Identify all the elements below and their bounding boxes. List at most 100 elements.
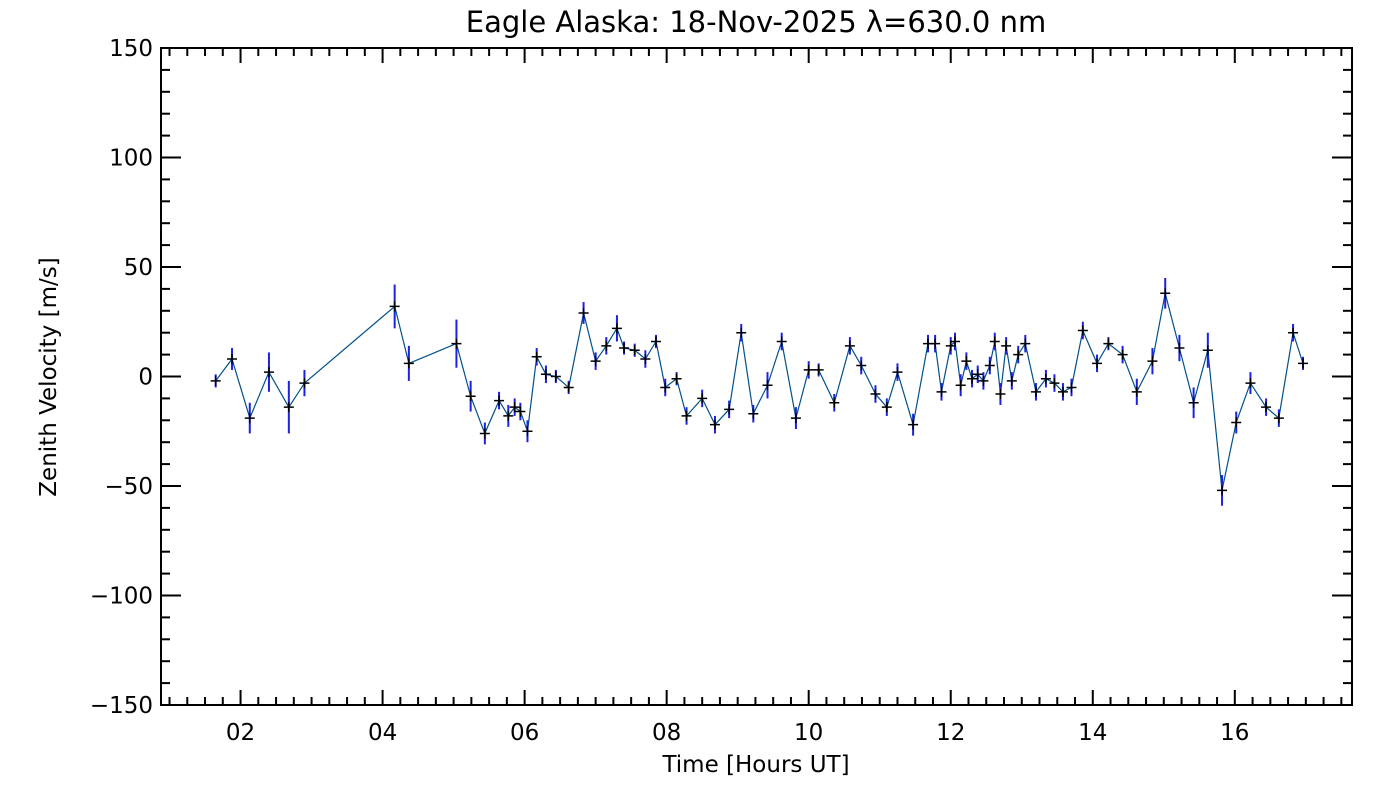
data-point bbox=[590, 356, 601, 367]
data-point bbox=[829, 397, 840, 408]
data-point bbox=[601, 340, 612, 351]
data-point bbox=[479, 428, 490, 439]
data-point bbox=[1057, 386, 1068, 397]
data-point bbox=[494, 395, 505, 406]
x-tick-label: 10 bbox=[794, 720, 823, 746]
data-point bbox=[1231, 417, 1242, 428]
data-point bbox=[503, 410, 514, 421]
data-point bbox=[522, 426, 533, 437]
data-point bbox=[515, 406, 526, 417]
data-point bbox=[978, 375, 989, 386]
data-point bbox=[1147, 356, 1158, 367]
data-point bbox=[210, 375, 221, 386]
y-tick-label: −100 bbox=[90, 584, 153, 610]
data-point bbox=[1020, 338, 1031, 349]
data-point bbox=[1077, 325, 1088, 336]
data-point bbox=[1217, 485, 1228, 496]
data-point bbox=[776, 336, 787, 347]
data-point bbox=[1030, 386, 1041, 397]
data-point bbox=[844, 340, 855, 351]
data-point bbox=[244, 413, 255, 424]
data-point bbox=[299, 378, 310, 389]
data-point bbox=[451, 338, 462, 349]
data-point bbox=[1092, 358, 1103, 369]
y-tick-label: 150 bbox=[109, 36, 153, 62]
data-point bbox=[611, 323, 622, 334]
data-point bbox=[697, 393, 708, 404]
data-point bbox=[724, 404, 735, 415]
data-point bbox=[936, 386, 947, 397]
data-point bbox=[1117, 349, 1128, 360]
data-point bbox=[1013, 349, 1024, 360]
data-point bbox=[995, 389, 1006, 400]
y-tick-label: 50 bbox=[124, 255, 153, 281]
data-point bbox=[640, 353, 651, 364]
data-point bbox=[403, 358, 414, 369]
data-point bbox=[660, 382, 671, 393]
x-tick-label: 02 bbox=[226, 720, 255, 746]
data-point bbox=[681, 410, 692, 421]
data-point bbox=[465, 391, 476, 402]
data-point bbox=[531, 351, 542, 362]
data-point bbox=[856, 360, 867, 371]
data-point bbox=[651, 336, 662, 347]
data-point bbox=[1202, 345, 1213, 356]
data-point bbox=[945, 340, 956, 351]
data-point bbox=[1245, 378, 1256, 389]
data-point bbox=[1273, 413, 1284, 424]
data-point bbox=[930, 338, 941, 349]
data-point bbox=[892, 367, 903, 378]
y-tick-label: −50 bbox=[104, 474, 153, 500]
plot-area: 02 04 06 08 10 12 14 16 −150 −100 −50 0 50 100 150 bbox=[90, 36, 1353, 746]
x-tick-label: 06 bbox=[510, 720, 539, 746]
data-point bbox=[961, 356, 972, 367]
x-axis-label: Time [Hours UT] bbox=[661, 752, 849, 778]
data-point bbox=[1006, 375, 1017, 386]
data-point bbox=[984, 360, 995, 371]
data-point bbox=[1066, 382, 1077, 393]
data-point bbox=[950, 336, 960, 347]
data-point bbox=[972, 369, 983, 380]
data-point bbox=[790, 413, 801, 424]
data-point bbox=[803, 364, 814, 375]
data-point bbox=[671, 373, 682, 384]
data-point bbox=[283, 402, 294, 413]
x-tick-label: 14 bbox=[1078, 720, 1107, 746]
data-point bbox=[227, 353, 238, 364]
data-point bbox=[1188, 397, 1199, 408]
data-point bbox=[709, 419, 720, 430]
data-point bbox=[1049, 378, 1060, 389]
data-point bbox=[619, 343, 630, 354]
y-tick-label: 0 bbox=[138, 365, 153, 391]
data-point bbox=[748, 408, 759, 419]
data-point bbox=[736, 327, 747, 338]
data-point bbox=[989, 336, 1000, 347]
x-tick-label: 04 bbox=[368, 720, 397, 746]
data-point bbox=[263, 367, 274, 378]
data-point bbox=[870, 389, 881, 400]
y-tick-label: 100 bbox=[109, 146, 153, 172]
data-point bbox=[540, 369, 551, 380]
data-point bbox=[908, 419, 919, 430]
data-point bbox=[955, 380, 966, 391]
data-point bbox=[389, 301, 400, 312]
data-point bbox=[1160, 288, 1171, 299]
data-point bbox=[1001, 340, 1012, 351]
data-point bbox=[1288, 327, 1299, 338]
data-point bbox=[1298, 358, 1308, 369]
data-point bbox=[1261, 402, 1272, 413]
y-axis-label: Zenith Velocity [m/s] bbox=[36, 257, 62, 496]
data-point bbox=[1174, 343, 1185, 354]
chart-title: Eagle Alaska: 18-Nov-2025 λ=630.0 nm bbox=[466, 5, 1046, 39]
data-point bbox=[509, 402, 520, 413]
data-point bbox=[881, 402, 892, 413]
data-point bbox=[550, 371, 561, 382]
data-point bbox=[578, 307, 589, 318]
x-tick-label: 16 bbox=[1220, 720, 1249, 746]
data-point bbox=[1040, 373, 1051, 384]
data-point bbox=[1103, 338, 1114, 349]
x-tick-label: 08 bbox=[652, 720, 681, 746]
data-point bbox=[563, 382, 574, 393]
plot-frame bbox=[160, 47, 1353, 706]
